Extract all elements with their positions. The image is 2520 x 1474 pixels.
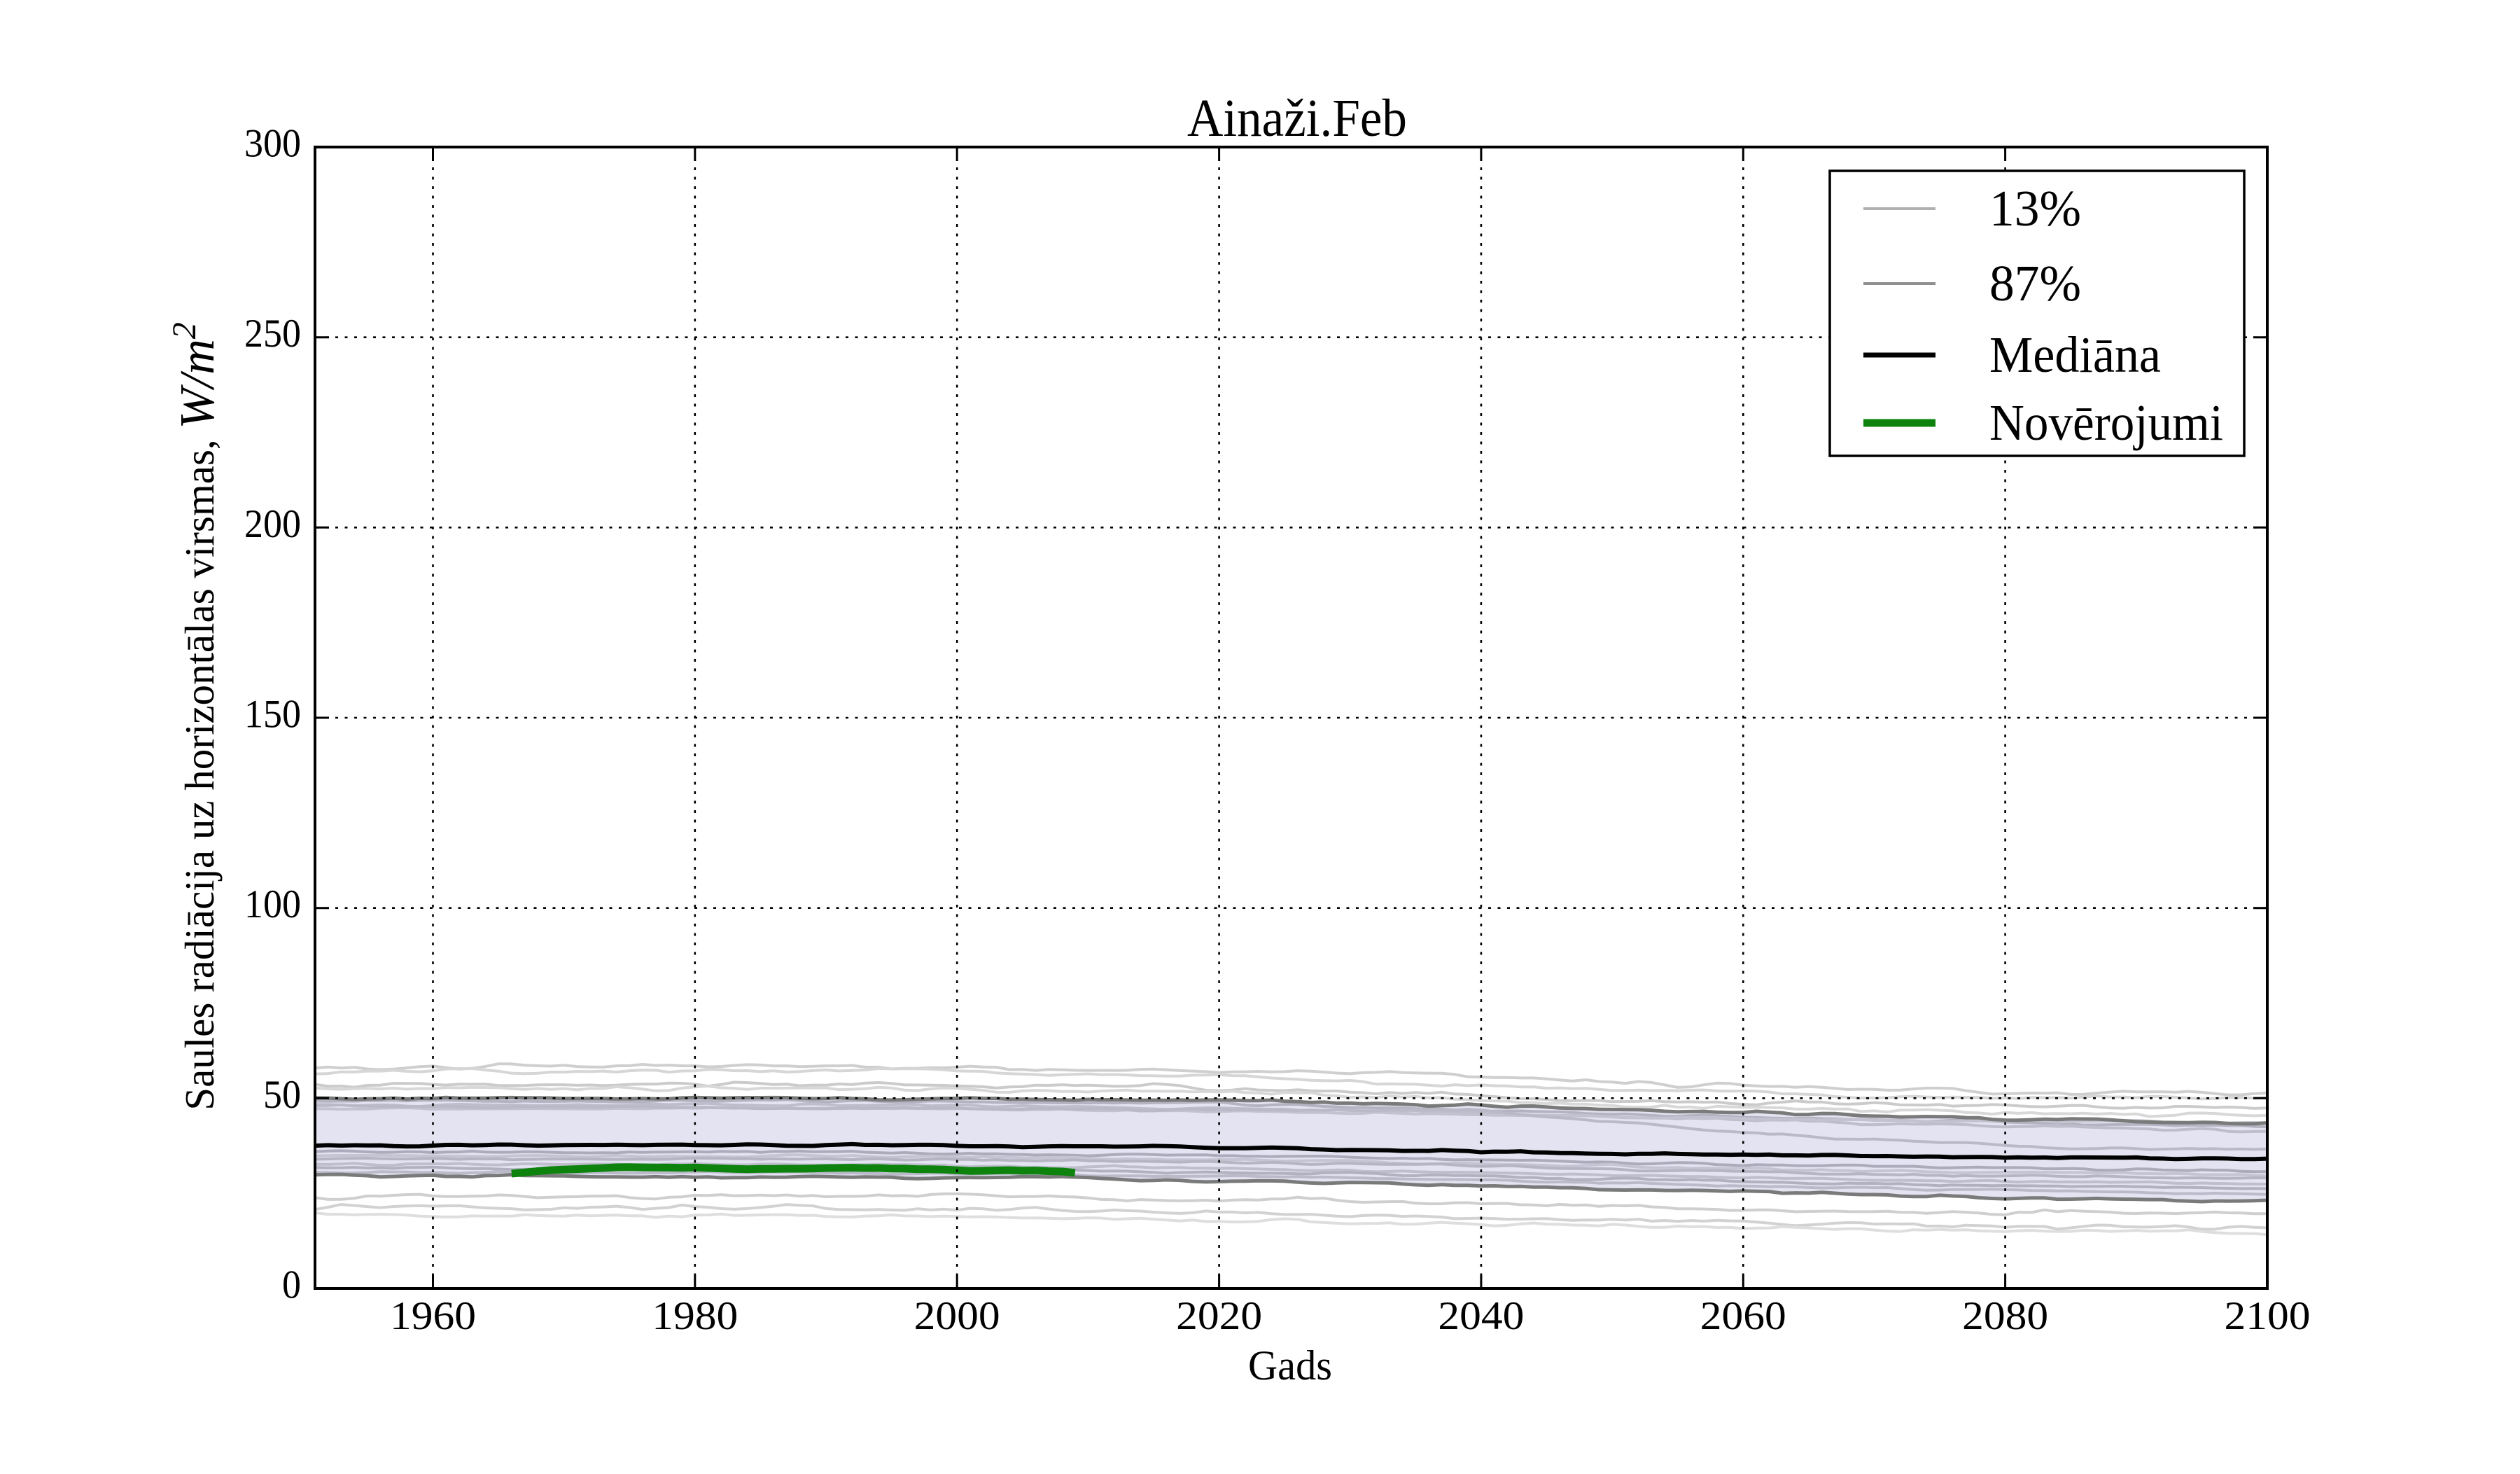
svg-text:87%: 87% — [1989, 255, 2081, 312]
svg-text:Ainaži.Feb: Ainaži.Feb — [1187, 89, 1407, 148]
svg-text:Mediāna: Mediāna — [1989, 326, 2161, 383]
svg-text:150: 150 — [244, 693, 301, 737]
svg-text:100: 100 — [244, 882, 301, 926]
svg-text:13%: 13% — [1989, 180, 2081, 237]
svg-text:300: 300 — [244, 122, 301, 166]
svg-text:2040: 2040 — [1438, 1294, 1524, 1338]
svg-text:Novērojumi: Novērojumi — [1989, 394, 2223, 451]
svg-text:0: 0 — [282, 1263, 301, 1307]
svg-text:2000: 2000 — [914, 1294, 1000, 1338]
svg-text:1960: 1960 — [390, 1294, 476, 1338]
svg-text:Gads: Gads — [1248, 1342, 1332, 1389]
svg-text:2100: 2100 — [2225, 1294, 2311, 1338]
svg-text:1980: 1980 — [652, 1294, 738, 1338]
svg-text:2060: 2060 — [1700, 1294, 1786, 1338]
svg-text:50: 50 — [263, 1073, 301, 1117]
svg-text:2020: 2020 — [1176, 1294, 1262, 1338]
svg-text:200: 200 — [244, 502, 301, 546]
svg-text:250: 250 — [244, 312, 301, 356]
svg-text:2080: 2080 — [1962, 1294, 2048, 1338]
